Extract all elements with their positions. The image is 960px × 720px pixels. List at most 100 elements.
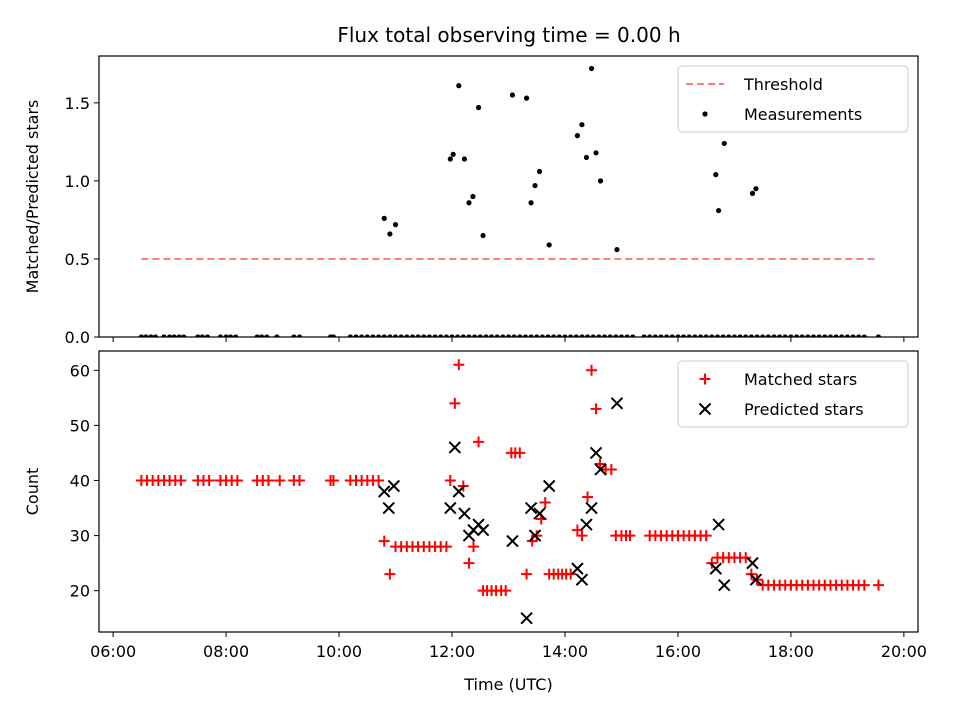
measurement-point xyxy=(488,334,495,337)
measurement-point xyxy=(713,172,719,178)
matched-star-point xyxy=(473,436,485,448)
predicted-star-point xyxy=(533,507,546,520)
measurement-point xyxy=(731,334,738,337)
predicted-star-point xyxy=(524,501,538,515)
matched-star-point xyxy=(706,557,718,569)
matched-star-point xyxy=(872,579,884,591)
plot-area xyxy=(135,359,884,625)
matched-star-point xyxy=(175,474,187,486)
measurement-point xyxy=(601,334,608,337)
measurement-point xyxy=(347,334,353,337)
matched-star-point xyxy=(740,552,752,564)
measurement-point xyxy=(720,334,726,337)
measurement-point xyxy=(680,334,687,337)
predicted-star-point xyxy=(476,523,490,537)
matched-star-point xyxy=(500,585,512,597)
predicted-star-point xyxy=(746,556,759,570)
measurement-point xyxy=(579,122,585,128)
measurement-point xyxy=(505,334,512,337)
measurement-point xyxy=(697,334,704,337)
predicted-star-point xyxy=(610,397,624,410)
measurement-point xyxy=(658,334,664,337)
matched-star-point xyxy=(453,359,465,371)
measurement-point xyxy=(461,156,468,162)
measurement-point xyxy=(477,334,483,337)
measurement-point xyxy=(749,190,756,196)
measurement-point xyxy=(475,104,482,111)
legend: Matched stars Predicted stars xyxy=(677,360,909,428)
measurement-point xyxy=(827,334,834,337)
measurement-point xyxy=(409,334,416,337)
measurement-point xyxy=(588,65,595,72)
measurement-point xyxy=(460,334,466,337)
predicted-star-point xyxy=(709,562,722,575)
measurement-point xyxy=(583,154,590,161)
measurement-point xyxy=(171,334,177,337)
measurement-point xyxy=(647,334,653,337)
measurement-point xyxy=(233,334,239,337)
measurement-point xyxy=(597,178,604,184)
legend-measurement-swatch xyxy=(702,111,708,117)
measurement-point xyxy=(532,182,538,189)
axes-frame xyxy=(98,350,919,633)
measurement-point xyxy=(330,334,337,337)
measurement-point xyxy=(726,334,732,337)
measurement-point xyxy=(296,334,303,337)
measurement-point xyxy=(788,334,794,337)
measurement-point xyxy=(539,334,545,337)
measurement-point xyxy=(199,334,205,337)
measurement-point xyxy=(709,334,715,337)
measurement-point xyxy=(551,334,557,337)
measurement-point xyxy=(652,334,658,337)
measurement-point xyxy=(364,334,370,337)
x-axis-label: Time (UTC) xyxy=(463,675,552,694)
measurement-point xyxy=(426,334,433,337)
measurement-point xyxy=(264,334,270,337)
measurement-point xyxy=(152,334,159,337)
measurement-point xyxy=(545,334,551,337)
measurement-point xyxy=(760,334,766,337)
measurement-point xyxy=(167,334,173,337)
measurement-point xyxy=(353,334,359,337)
measurement-point xyxy=(528,200,534,206)
measurement-point xyxy=(370,334,376,337)
measurement-point xyxy=(359,334,365,337)
y-tick-label: 40 xyxy=(70,471,90,490)
measurement-point xyxy=(392,334,399,337)
matched-star-point xyxy=(582,491,594,503)
predicted-star-point xyxy=(712,518,725,531)
measurement-point xyxy=(161,334,167,337)
predicted-star-point xyxy=(589,446,603,460)
predicted-star-point xyxy=(506,534,519,548)
measurement-point xyxy=(438,334,444,337)
measurement-point xyxy=(500,334,506,337)
matched-star-point xyxy=(203,474,215,486)
measurement-point xyxy=(415,334,421,337)
measurement-point xyxy=(850,334,856,337)
measurement-point xyxy=(793,334,800,337)
matched-star-point xyxy=(327,474,339,486)
measurement-point xyxy=(450,151,456,157)
legend-matched-swatch xyxy=(699,373,711,385)
predicted-star-point xyxy=(528,529,542,542)
x-tick-label: 14:00 xyxy=(542,642,588,661)
measurement-point xyxy=(737,334,743,337)
measurement-point xyxy=(669,334,675,337)
y-tick-label: 30 xyxy=(70,527,90,546)
measurement-point xyxy=(624,334,630,337)
measurement-point xyxy=(596,334,602,337)
measurement-point xyxy=(777,334,783,337)
y-axis-label: Matched/Predicted stars xyxy=(23,100,42,294)
measurement-point xyxy=(254,334,260,337)
matched-star-point xyxy=(531,530,543,542)
measurement-point xyxy=(404,334,410,337)
measurement-point xyxy=(546,242,552,248)
chart-title: Flux total observing time = 0.00 h xyxy=(337,23,680,47)
measurement-point xyxy=(810,334,817,337)
measurement-point xyxy=(618,334,625,337)
measurement-point xyxy=(259,334,265,337)
top-panel: 0.0 0.5 1.0 1.5 Matched/Predicted stars Thres… xyxy=(23,55,919,347)
measurement-point xyxy=(556,334,562,337)
y-tick-label: 50 xyxy=(70,416,90,435)
matched-star-point xyxy=(514,447,526,459)
